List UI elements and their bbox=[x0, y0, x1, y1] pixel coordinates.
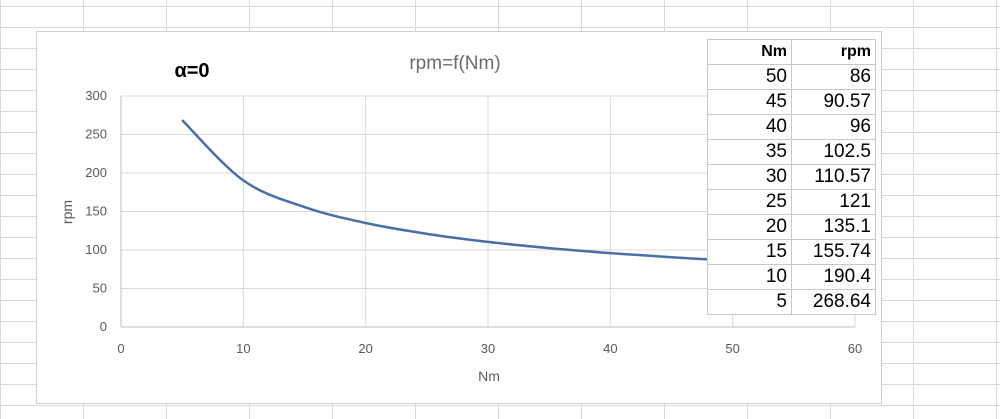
table-row: 40 96 bbox=[707, 114, 876, 140]
y-tick-label: 300 bbox=[85, 88, 107, 103]
x-tick-label: 10 bbox=[236, 341, 250, 356]
cell-nm: 15 bbox=[707, 239, 792, 265]
cell-rpm: 190.4 bbox=[791, 264, 876, 290]
table-header-row: Nm rpm bbox=[707, 39, 876, 65]
table-row: 10 190.4 bbox=[707, 264, 876, 290]
data-table: Nm rpm 50 86 45 90.57 40 96 35 102.5 30 110.57 25 1… bbox=[707, 39, 876, 315]
alpha-annotation: α=0 bbox=[174, 60, 209, 82]
cell-rpm: 110.57 bbox=[791, 164, 876, 190]
cell-nm: 45 bbox=[707, 89, 792, 115]
cell-rpm: 155.74 bbox=[791, 239, 876, 265]
cell-nm: 30 bbox=[707, 164, 792, 190]
chart-title: rpm=f(Nm) bbox=[409, 53, 500, 74]
cell-rpm: 268.64 bbox=[791, 289, 876, 315]
y-tick-label: 0 bbox=[100, 319, 107, 334]
x-tick-label: 50 bbox=[725, 341, 739, 356]
y-tick-label: 200 bbox=[85, 165, 107, 180]
axes bbox=[120, 96, 855, 328]
cell-rpm: 96 bbox=[791, 114, 876, 140]
x-tick-label: 40 bbox=[603, 341, 617, 356]
table-row: 35 102.5 bbox=[707, 139, 876, 165]
y-tick-label: 250 bbox=[85, 127, 107, 142]
y-tick-label: 150 bbox=[85, 204, 107, 219]
x-tick-label: 30 bbox=[481, 341, 495, 356]
table-row: 20 135.1 bbox=[707, 214, 876, 240]
series-line bbox=[181, 119, 733, 263]
table-body: 50 86 45 90.57 40 96 35 102.5 30 110.57 25 121 20 135… bbox=[707, 64, 876, 315]
table-row: 50 86 bbox=[707, 64, 876, 90]
table-row: 30 110.57 bbox=[707, 164, 876, 190]
cell-nm: 10 bbox=[707, 264, 792, 290]
column-header-rpm: rpm bbox=[791, 39, 876, 65]
table-row: 5 268.64 bbox=[707, 289, 876, 315]
tick-labels: 0 10 20 30 40 50 60 0 50 100 150 200 250 300 bbox=[85, 88, 862, 356]
table-row: 15 155.74 bbox=[707, 239, 876, 265]
series-layer bbox=[181, 119, 733, 263]
cell-nm: 35 bbox=[707, 139, 792, 165]
cell-rpm: 121 bbox=[791, 189, 876, 215]
cell-nm: 50 bbox=[707, 64, 792, 90]
table-row: 45 90.57 bbox=[707, 89, 876, 115]
column-header-nm: Nm bbox=[707, 39, 792, 65]
cell-rpm: 102.5 bbox=[791, 139, 876, 165]
cell-rpm: 90.57 bbox=[791, 89, 876, 115]
cell-rpm: 86 bbox=[791, 64, 876, 90]
x-tick-label: 0 bbox=[117, 341, 124, 356]
cell-nm: 20 bbox=[707, 214, 792, 240]
cell-nm: 40 bbox=[707, 114, 792, 140]
cell-rpm: 135.1 bbox=[791, 214, 876, 240]
table-row: 25 121 bbox=[707, 189, 876, 215]
cell-nm: 25 bbox=[707, 189, 792, 215]
x-tick-label: 20 bbox=[358, 341, 372, 356]
y-tick-label: 100 bbox=[85, 242, 107, 257]
y-tick-label: 50 bbox=[93, 281, 107, 296]
cell-nm: 5 bbox=[707, 289, 792, 315]
x-axis-label: Nm bbox=[478, 368, 500, 384]
x-tick-label: 60 bbox=[848, 341, 862, 356]
y-axis-label: rpm bbox=[59, 200, 75, 224]
